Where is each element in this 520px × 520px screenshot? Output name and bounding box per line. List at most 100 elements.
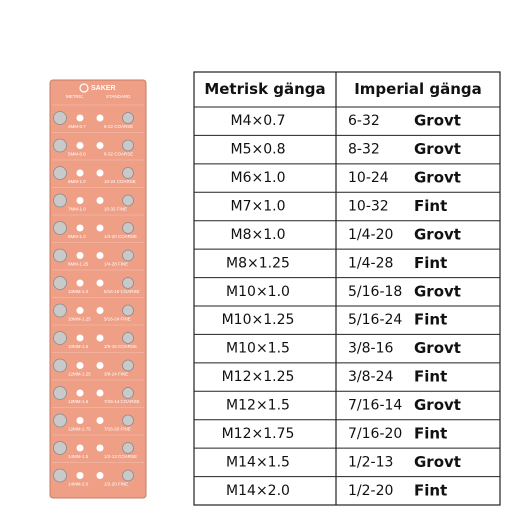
- plate-header: METRIC: [66, 94, 84, 99]
- imperial-cell: 1/4-28: [348, 255, 393, 271]
- imperial-cell: 1/4-20: [348, 227, 393, 243]
- screw: [53, 166, 67, 180]
- screw: [122, 249, 134, 262]
- brand-logo: [79, 83, 89, 93]
- hole: [76, 142, 84, 149]
- screw: [53, 468, 67, 483]
- hole: [76, 417, 84, 424]
- plate-label: 8MM-1.0: [68, 234, 86, 239]
- imperial-cell: 6-32: [348, 113, 380, 129]
- thread-type: Fint: [414, 368, 447, 386]
- imperial-cell: 5/16-24: [348, 312, 402, 328]
- hole: [96, 334, 104, 342]
- screw: [53, 221, 67, 235]
- hole: [76, 389, 84, 397]
- thread-type: Grovt: [414, 140, 461, 158]
- plate-label: 6-32 COARSE: [104, 124, 133, 129]
- metric-cell: M7×1.0: [231, 199, 286, 215]
- metric-cell: M4×0.7: [231, 113, 286, 129]
- plate-label: 10MM-1.5: [68, 344, 89, 349]
- metric-cell: M12×1.25: [222, 369, 295, 385]
- screw: [122, 139, 134, 152]
- hole: [76, 169, 84, 177]
- table-header: Metrisk gänga: [204, 80, 325, 98]
- thread-type: Grovt: [414, 282, 461, 300]
- hole: [96, 472, 104, 479]
- plate-label: 1/2-20 FINE: [104, 482, 128, 487]
- screw: [53, 358, 67, 373]
- plate-label: 7/16-20 FINE: [104, 427, 131, 432]
- plate-label: 7MM-1.0: [68, 207, 86, 212]
- plate-label: 1/4-28 FINE: [104, 262, 128, 267]
- thread-type: Fint: [414, 424, 447, 442]
- metric-cell: M8×1.25: [226, 255, 290, 271]
- hole: [76, 307, 84, 314]
- plate-label: 1/2-13 COARSE: [104, 454, 137, 459]
- metric-cell: M14×1.5: [226, 454, 290, 470]
- thread-type: Grovt: [414, 396, 461, 414]
- hole: [96, 224, 104, 232]
- plate-label: 14MM-1.5: [68, 454, 89, 459]
- plate-label: 10-32 FINE: [104, 207, 127, 212]
- screw: [122, 194, 134, 207]
- hole: [76, 472, 84, 479]
- plate-header: STANDARD: [106, 94, 131, 99]
- screw: [53, 386, 67, 400]
- plate-label: 14MM-2.0: [68, 482, 89, 487]
- imperial-cell: 10-32: [348, 199, 389, 215]
- plate-label: 3/8-24 FINE: [104, 372, 128, 377]
- screw: [122, 277, 134, 289]
- plate-label: 12MM-1.75: [68, 427, 91, 432]
- gauge-plate: [49, 79, 147, 499]
- metric-cell: M8×1.0: [231, 227, 286, 243]
- imperial-cell: 7/16-14: [348, 398, 402, 414]
- imperial-cell: 1/2-20: [348, 483, 393, 499]
- hole: [96, 142, 104, 149]
- screw: [53, 111, 67, 125]
- metric-cell: M10×1.5: [226, 341, 290, 357]
- screw: [122, 222, 134, 234]
- plate-label: 5/16-18 COARSE: [104, 289, 140, 294]
- screw: [53, 193, 67, 208]
- plate-label: 4MM-0.7: [68, 124, 86, 129]
- screw: [122, 442, 134, 454]
- thread-type: Grovt: [414, 225, 461, 243]
- plate-label: 12MM-1.25: [68, 372, 91, 377]
- screw: [122, 387, 134, 399]
- hole: [96, 444, 104, 452]
- thread-type: Fint: [414, 254, 447, 272]
- metric-cell: M5×0.8: [231, 142, 286, 158]
- metric-cell: M12×1.75: [222, 426, 295, 442]
- screw: [122, 167, 134, 179]
- plate-label: 5MM-0.8: [68, 152, 86, 157]
- screw: [53, 441, 67, 455]
- thread-type: Fint: [414, 197, 447, 215]
- metric-cell: M10×1.0: [226, 284, 290, 300]
- imperial-cell: 7/16-20: [348, 426, 402, 442]
- hole: [96, 279, 104, 287]
- screw: [122, 112, 134, 124]
- plate-label: 8MM-1.25: [68, 262, 89, 267]
- hole: [76, 279, 84, 287]
- plate-label: 10-24 COARSE: [104, 179, 136, 184]
- thread-type: Fint: [414, 481, 447, 499]
- imperial-cell: 3/8-16: [348, 341, 393, 357]
- hole: [76, 362, 84, 369]
- table-border: [193, 71, 501, 506]
- thread-type: Grovt: [414, 112, 461, 130]
- imperial-cell: 10-24: [348, 170, 389, 186]
- plate-label: 3/8-16 COARSE: [104, 344, 137, 349]
- hole: [96, 197, 104, 204]
- brand: SAKER: [91, 85, 116, 92]
- screw: [53, 413, 67, 428]
- hole: [76, 114, 84, 122]
- screw: [122, 414, 134, 427]
- plate-label: 8-32 COARSE: [104, 152, 133, 157]
- table-header: Imperial gänga: [354, 80, 482, 98]
- plate-label: 6MM-1.0: [68, 179, 86, 184]
- hole: [76, 334, 84, 342]
- plate-label: 10MM-1.0: [68, 289, 89, 294]
- hole: [96, 389, 104, 397]
- plate-label: 1/4-20 COARSE: [104, 234, 137, 239]
